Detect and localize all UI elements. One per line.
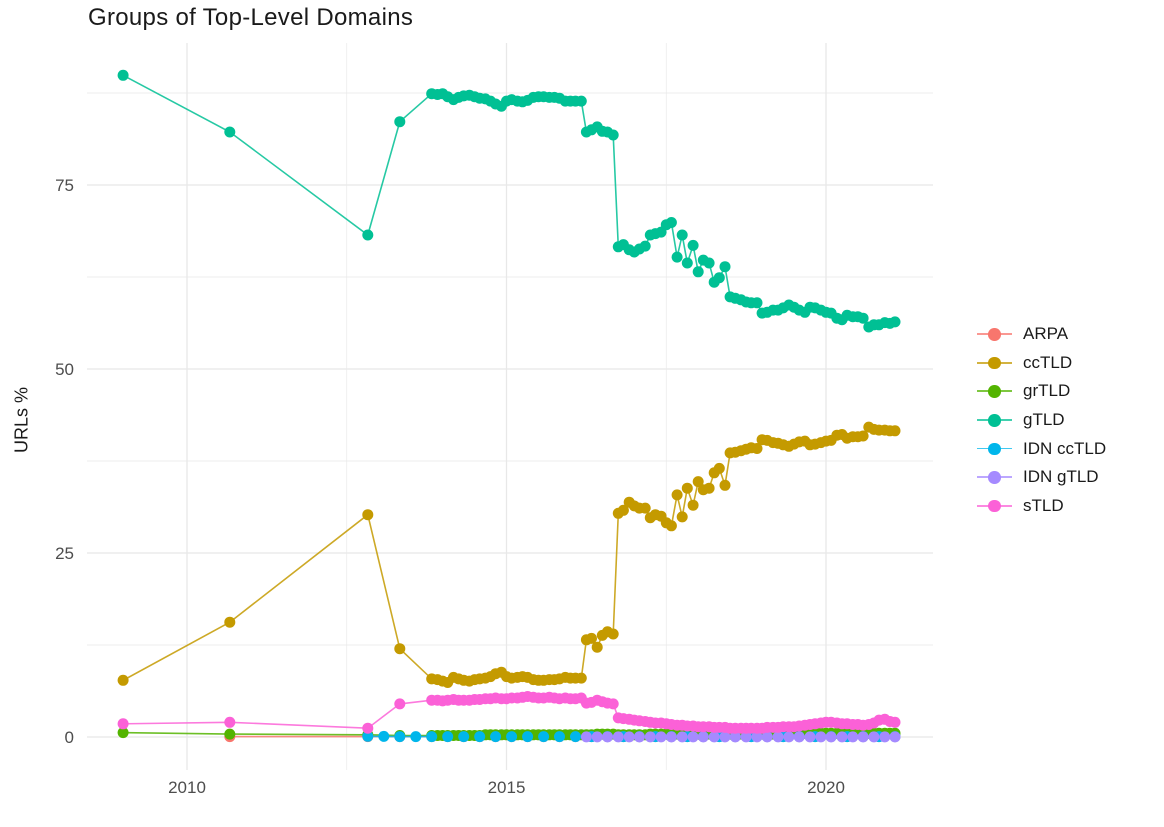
y-tick-label: 75 xyxy=(55,176,74,195)
gridlines-minor xyxy=(87,43,933,770)
series-lines xyxy=(122,74,896,738)
legend-label: gTLD xyxy=(1023,410,1065,430)
legend-key-swatch xyxy=(977,413,1012,427)
series-line-gtld xyxy=(122,74,896,329)
x-tick-label: 2010 xyxy=(168,778,206,797)
legend-item-idn-gtld: IDN gTLD xyxy=(977,463,1106,492)
legend-key-swatch xyxy=(977,384,1012,398)
series-points xyxy=(117,69,901,743)
legend-key-swatch xyxy=(977,470,1012,484)
series-points-idn-gtld xyxy=(580,731,901,743)
legend-label: ARPA xyxy=(1023,324,1069,344)
y-tick-label: 25 xyxy=(55,544,74,563)
x-tick-label: 2015 xyxy=(488,778,526,797)
legend-item-arpa: ARPA xyxy=(977,320,1106,349)
chart-title: Groups of Top-Level Domains xyxy=(88,4,414,31)
legend-key-swatch xyxy=(977,499,1012,513)
series-points-cctld xyxy=(117,421,901,688)
legend-key-swatch xyxy=(977,327,1012,341)
legend-item-grtld: grTLD xyxy=(977,377,1106,406)
legend-label: IDN ccTLD xyxy=(1023,438,1107,458)
legend-label: grTLD xyxy=(1023,381,1071,401)
legend-item-stld: sTLD xyxy=(977,492,1106,521)
series-line-cctld xyxy=(122,426,895,684)
legend-item-idn-cctld: IDN ccTLD xyxy=(977,434,1106,463)
y-tick-label: 0 xyxy=(65,728,74,747)
series-points-stld xyxy=(117,691,901,734)
y-tick-label: 50 xyxy=(55,360,74,379)
legend-label: ccTLD xyxy=(1023,352,1073,372)
gridlines-major xyxy=(87,43,933,770)
legend-label: sTLD xyxy=(1023,495,1064,515)
legend-label: IDN gTLD xyxy=(1023,467,1099,487)
legend-item-cctld: ccTLD xyxy=(977,349,1106,378)
series-points-gtld xyxy=(117,69,901,333)
legend: ARPA ccTLD grTLD gTLD IDN ccTLD IDN gTLD… xyxy=(977,320,1106,520)
x-tick-label: 2020 xyxy=(807,778,845,797)
legend-key-swatch xyxy=(977,442,1012,456)
legend-item-gtld: gTLD xyxy=(977,406,1106,435)
legend-key-swatch xyxy=(977,356,1012,370)
axis-tick-labels: 0 25 50 75 2010 2015 2020 xyxy=(55,176,845,797)
